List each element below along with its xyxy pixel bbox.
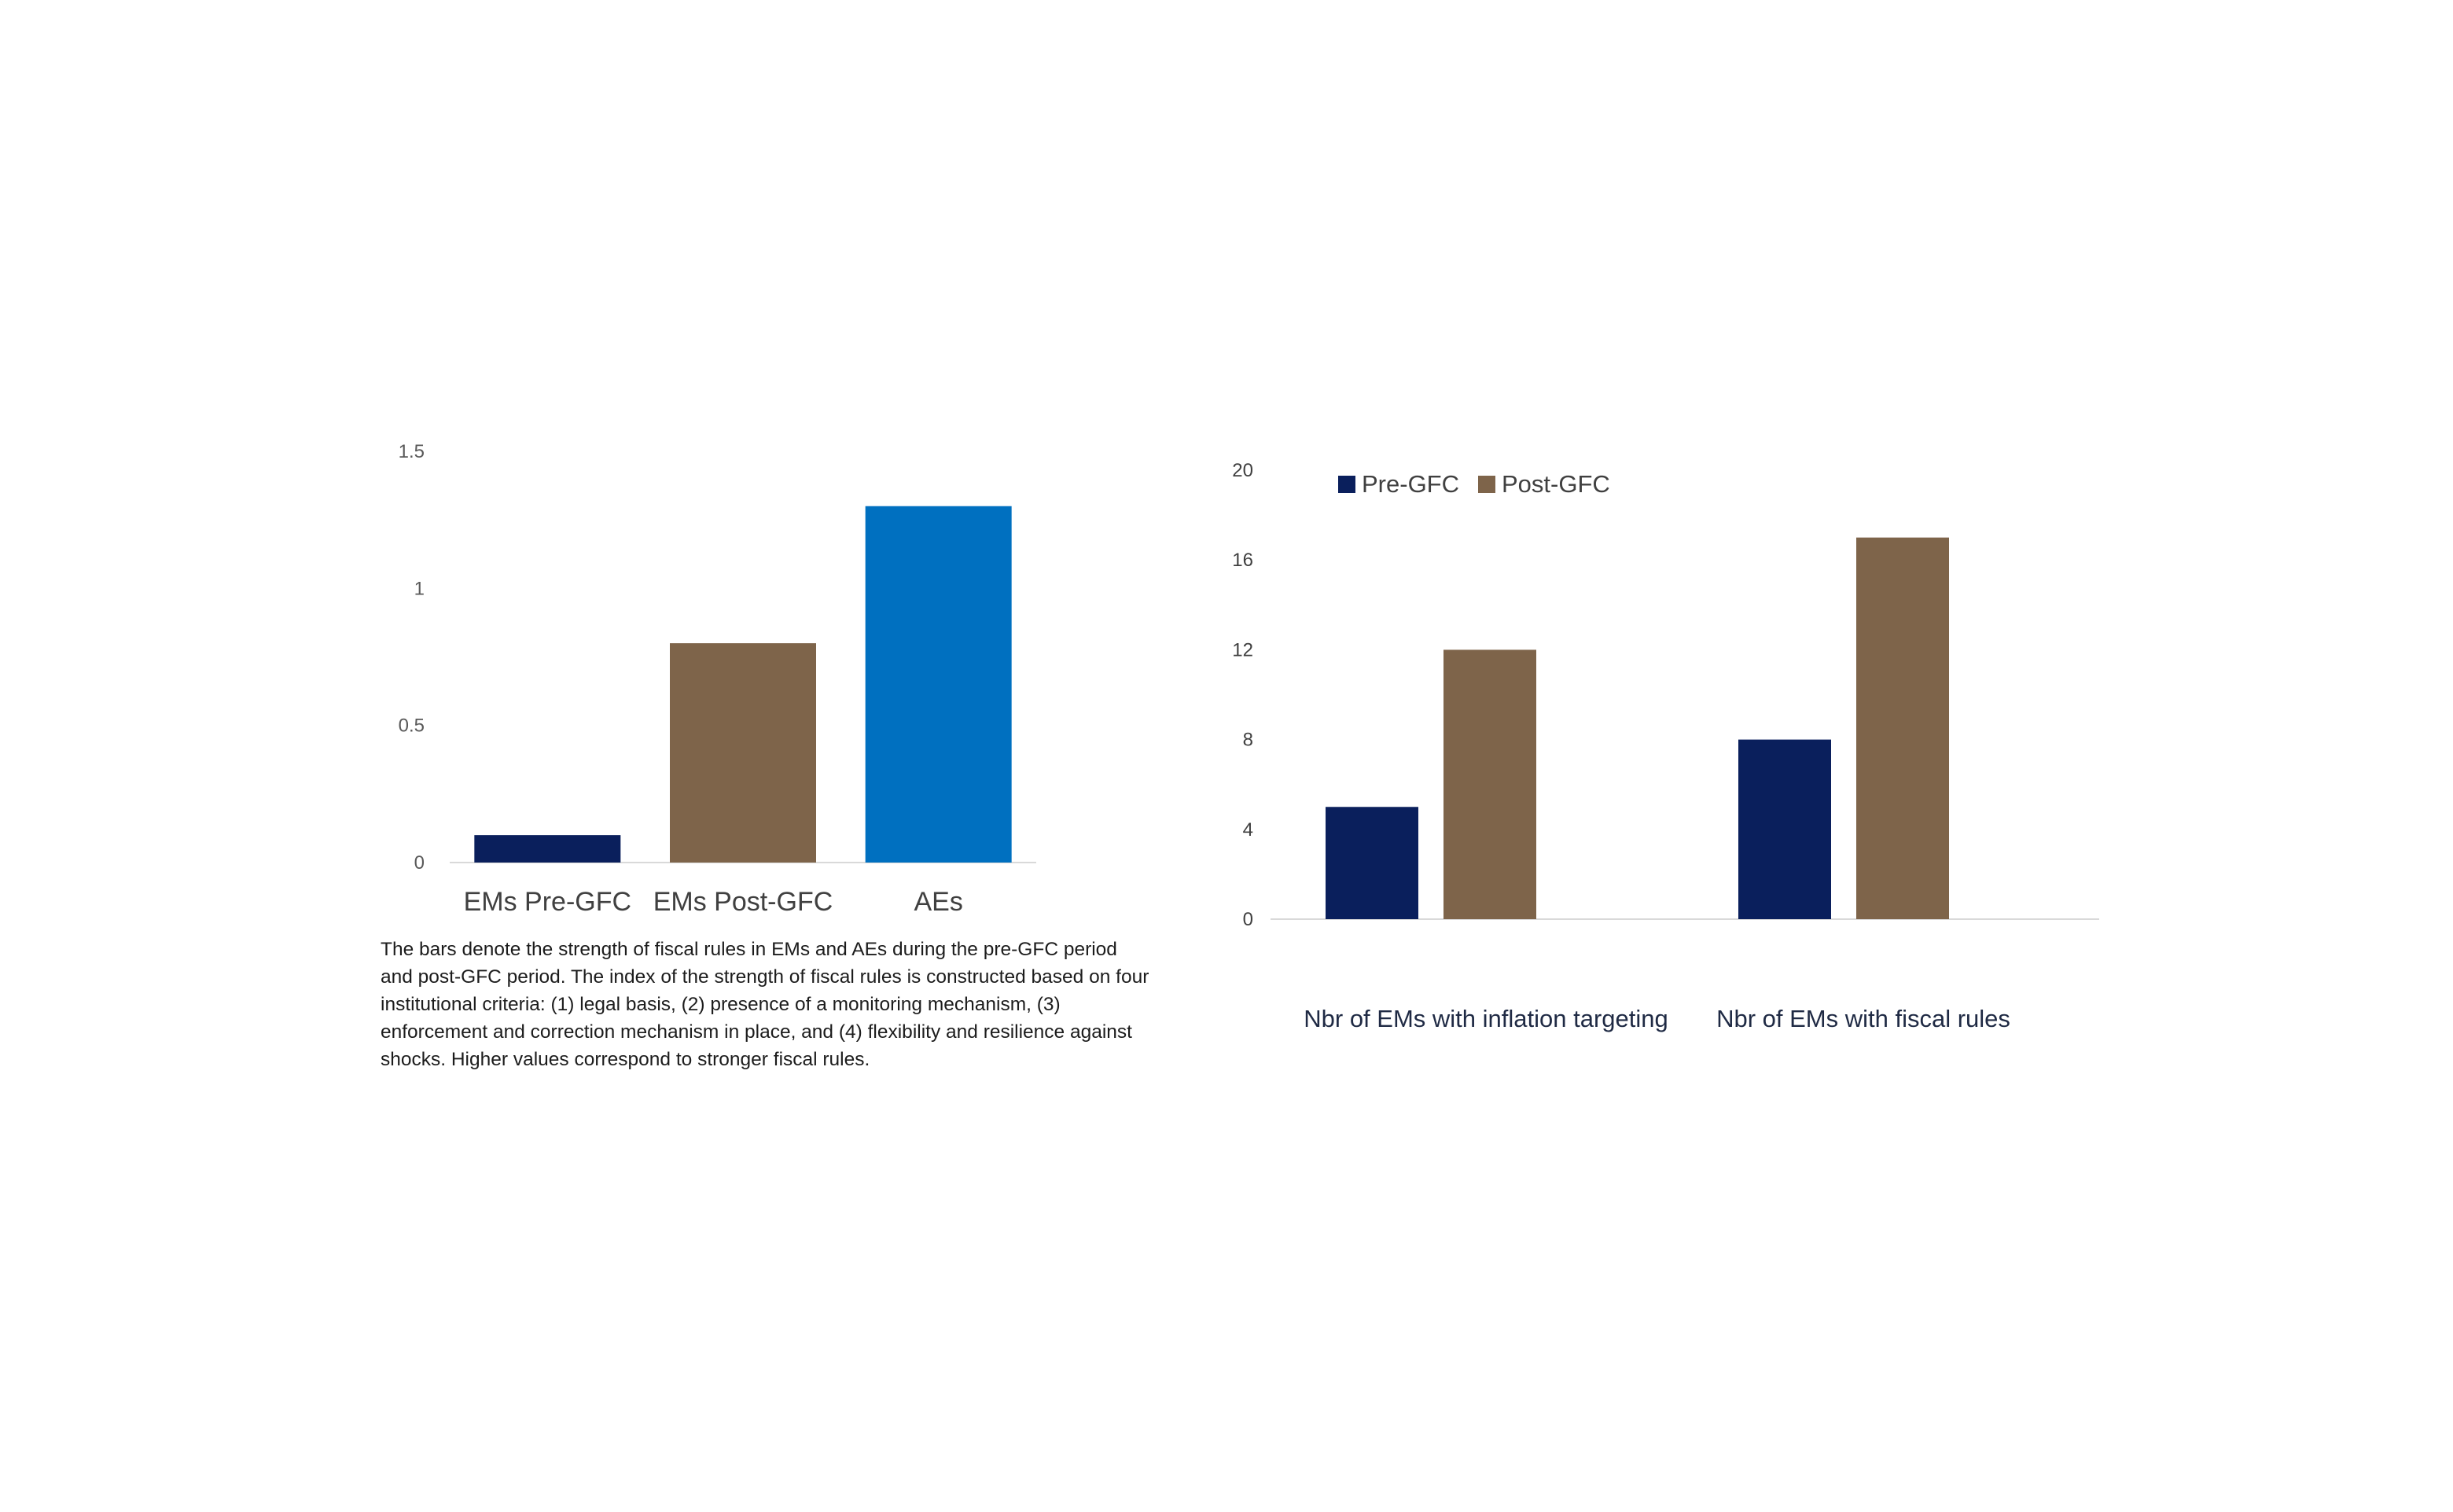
bar-ems-pre-gfc xyxy=(474,835,621,863)
y-tick-label: 0.5 xyxy=(399,716,425,737)
legend-swatch-post-gfc xyxy=(1478,476,1495,493)
x-category-label: Nbr of EMs with fiscal rules xyxy=(1716,1005,2010,1032)
y-tick-label: 16 xyxy=(1232,550,1253,571)
x-category-label: EMs Pre-GFC xyxy=(464,887,631,917)
x-category-label: AEs xyxy=(914,887,962,917)
bar-pre-gfc-nbr-of-ems-with-inflation-targeting xyxy=(1326,807,1418,919)
bar-pre-gfc-nbr-of-ems-with-fiscal-rules xyxy=(1738,739,1831,919)
y-tick-label: 8 xyxy=(1243,730,1253,751)
y-tick-label: 4 xyxy=(1243,819,1253,841)
bar-post-gfc-nbr-of-ems-with-fiscal-rules xyxy=(1856,537,1949,919)
y-tick-label: 0 xyxy=(1243,909,1253,930)
legend-label-post-gfc: Post-GFC xyxy=(1502,470,1610,498)
y-tick-label: 12 xyxy=(1232,639,1253,660)
y-tick-label: 20 xyxy=(1232,460,1253,481)
legend-swatch-pre-gfc xyxy=(1338,476,1355,493)
y-tick-label: 1 xyxy=(414,578,425,599)
bar-post-gfc-nbr-of-ems-with-inflation-targeting xyxy=(1443,649,1536,919)
bar-ems-post-gfc xyxy=(670,643,816,863)
y-tick-label: 1.5 xyxy=(399,441,425,462)
x-category-label: Nbr of EMs with inflation targeting xyxy=(1304,1005,1668,1032)
chart-footnote: The bars denote the strength of fiscal r… xyxy=(381,939,1149,1070)
x-category-label: EMs Post-GFC xyxy=(653,887,833,917)
bar-aes xyxy=(865,506,1012,863)
y-tick-label: 0 xyxy=(414,852,425,874)
legend-label-pre-gfc: Pre-GFC xyxy=(1362,470,1459,498)
